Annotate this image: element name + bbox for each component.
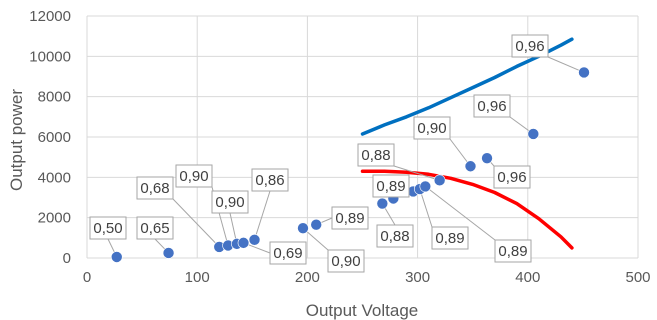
data-label-box — [211, 190, 249, 214]
y-axis-title: Output power — [7, 89, 26, 191]
data-label-box — [89, 216, 127, 240]
y-tick-label: 2000 — [38, 210, 71, 227]
data-label-box — [511, 34, 549, 58]
data-label-box — [136, 216, 174, 240]
y-tick-label: 6000 — [38, 129, 71, 146]
data-label-box — [136, 176, 174, 200]
tick-labels: 0 100 200 300 400 500 0 2000 4000 6000 8000 10000 12… — [29, 8, 650, 286]
y-tick-label: 10000 — [29, 48, 71, 65]
data-label: 0,90 — [179, 168, 208, 185]
leader-line — [547, 56, 585, 73]
x-tick-label: 200 — [295, 269, 320, 286]
leader-line — [419, 188, 433, 228]
data-point — [310, 218, 323, 231]
data-point — [578, 66, 590, 79]
data-label: 0,89 — [335, 210, 364, 227]
data-point — [419, 180, 432, 193]
gridlines — [86, 15, 639, 259]
data-label-box — [357, 143, 395, 167]
data-label: 0,96 — [497, 169, 526, 186]
data-label-box — [331, 206, 369, 230]
data-point — [237, 237, 250, 249]
leader-line — [172, 198, 220, 248]
data-label-box — [473, 94, 511, 118]
leader-line — [425, 186, 496, 241]
data-label-box — [376, 224, 414, 248]
data-label: 0,50 — [93, 220, 122, 237]
x-tick-label: 300 — [405, 269, 430, 286]
data-points — [110, 66, 590, 263]
data-label: 0,90 — [417, 120, 446, 137]
data-label-box — [494, 239, 532, 263]
data-label: 0,89 — [376, 178, 405, 195]
data-point — [248, 234, 261, 246]
data-label: 0,96 — [515, 38, 544, 55]
leader-line — [254, 190, 271, 241]
x-tick-label: 500 — [625, 269, 650, 286]
data-point — [481, 152, 493, 164]
x-tick-label: 100 — [185, 269, 210, 286]
data-label: 0,68 — [140, 180, 169, 197]
data-point — [110, 251, 123, 263]
data-point — [527, 128, 540, 140]
data-label: 0,89 — [435, 230, 464, 247]
y-tick-label: 8000 — [38, 89, 71, 106]
data-label: 0,65 — [140, 220, 169, 237]
y-tick-label: 0 — [63, 250, 71, 267]
data-point — [297, 222, 309, 234]
data-point — [162, 247, 175, 259]
data-label-box — [269, 241, 307, 265]
data-label-box — [372, 174, 410, 198]
data-label-box — [493, 165, 531, 189]
data-label-box — [251, 168, 289, 192]
data-label-box — [413, 116, 451, 140]
y-tick-label: 4000 — [38, 169, 71, 186]
x-axis-title: Output Voltage — [306, 301, 418, 320]
data-label-box — [431, 226, 469, 250]
red-series-line — [360, 169, 574, 250]
data-label: 0,90 — [331, 253, 360, 270]
data-label: 0,89 — [498, 243, 527, 260]
data-label: 0,69 — [273, 245, 302, 262]
x-tick-label: 400 — [515, 269, 540, 286]
x-tick-label: 0 — [83, 269, 91, 286]
data-labels: 0,50 0,65 0,68 0,90 0,90 0,86 0,69 0,89 0,90 0,89… — [89, 34, 549, 273]
data-label: 0,90 — [215, 194, 244, 211]
y-tick-label: 12000 — [29, 8, 71, 25]
data-label-box — [175, 164, 213, 188]
data-label: 0,88 — [361, 147, 390, 164]
data-point — [376, 197, 389, 210]
data-point — [464, 160, 477, 173]
leader-line — [393, 165, 440, 181]
data-point — [433, 174, 446, 187]
data-label: 0,86 — [255, 172, 284, 189]
data-label: 0,96 — [477, 98, 506, 115]
data-label-box — [327, 249, 365, 273]
data-label: 0,88 — [380, 228, 409, 245]
